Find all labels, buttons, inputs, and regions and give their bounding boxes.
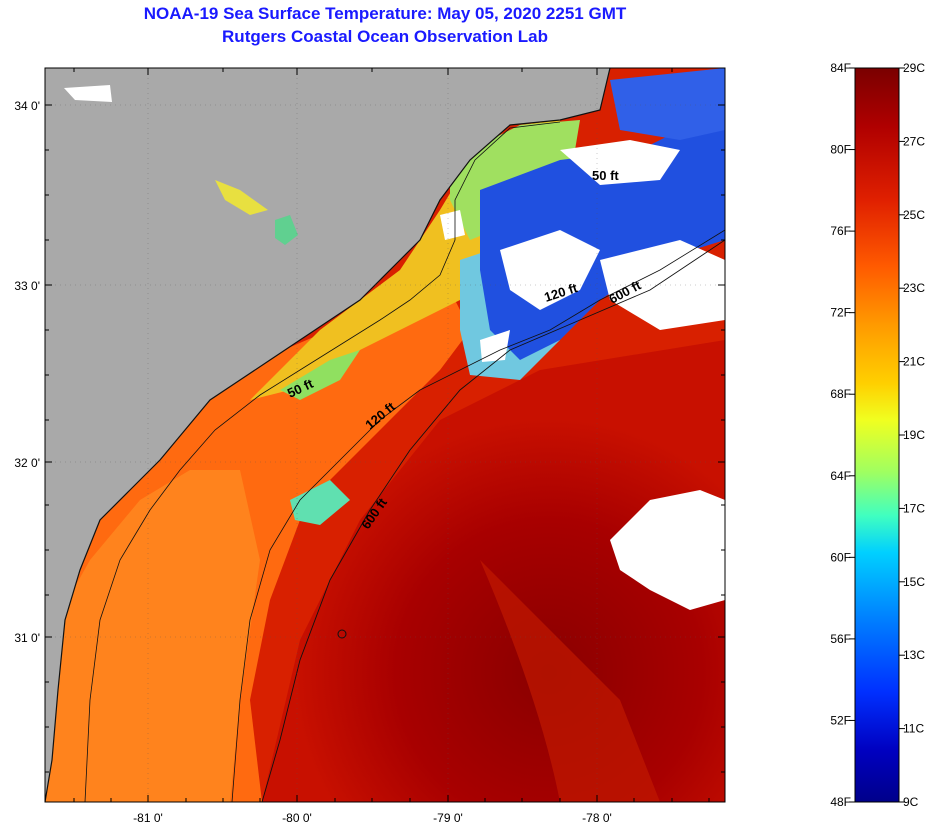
cool-patch-2: [290, 480, 350, 525]
colorbar-fahrenheit-labels: 84F 80F 76F 72F 68F 64F 60F 56F 52F 48F: [830, 61, 851, 809]
colorbar-f-label: 72F: [830, 306, 851, 320]
colorbar-c-label: 27C: [903, 134, 925, 148]
map-image: 50 ft 120 ft 600 ft 50 ft 120 ft 600 ft: [45, 68, 725, 802]
colorbar-f-label: 64F: [830, 469, 851, 483]
lon-label-78: -78 0': [582, 811, 612, 825]
colorbar-c-label: 29C: [903, 61, 925, 75]
colorbar-c-label: 11C: [903, 722, 924, 736]
colorbar: [854, 67, 900, 803]
lake-2: [215, 180, 268, 215]
cloud-3: [600, 240, 725, 330]
lat-label-33: 33 0': [14, 279, 40, 293]
map-title: NOAA-19 Sea Surface Temperature: May 05,…: [143, 4, 627, 23]
colorbar-f-label: 60F: [830, 550, 851, 564]
warm-filament: [480, 560, 660, 802]
cloud-6: [480, 330, 510, 362]
colorbar-c-label: 21C: [903, 355, 925, 369]
contour-50ft: [84, 121, 561, 802]
lake-3: [275, 215, 298, 245]
colorbar-c-label: 17C: [903, 501, 925, 515]
coastline: [45, 68, 611, 802]
contour-label-50ft-north: 50 ft: [592, 168, 619, 183]
land-mass: [45, 68, 610, 802]
colorbar-c-label: 23C: [903, 281, 925, 295]
lon-label-81: -81 0': [133, 811, 163, 825]
lon-label-80: -80 0': [282, 811, 312, 825]
buoy-marker: [337, 629, 347, 639]
colorbar-f-label: 52F: [830, 713, 851, 727]
cloud-1: [500, 230, 600, 310]
colorbar-f-label: 48F: [830, 795, 851, 809]
colorbar-c-label: 19C: [903, 428, 925, 442]
contour-120ft: [231, 229, 725, 802]
lake-1: [64, 85, 112, 102]
map-subtitle: Rutgers Coastal Ocean Observation Lab: [222, 27, 548, 46]
cloud-2: [560, 140, 680, 185]
colorbar-c-label: 25C: [903, 208, 925, 222]
contour-600ft: [261, 239, 725, 802]
cloud-4: [610, 490, 725, 610]
nearshore-water: [45, 470, 260, 802]
lon-label-79: -79 0': [433, 811, 463, 825]
colorbar-f-label: 56F: [830, 632, 851, 646]
colorbar-f-label: 68F: [830, 387, 851, 401]
lat-label-32: 32 0': [14, 456, 40, 470]
cool-patch-1: [280, 350, 360, 400]
colorbar-f-label: 80F: [830, 143, 851, 157]
colorbar-c-label: 9C: [903, 795, 919, 809]
colorbar-celsius-labels: 29C 27C 25C 23C 21C 19C 17C 15C 13C 11C 9C: [903, 61, 925, 809]
lat-label-34: 34 0': [14, 99, 40, 113]
colorbar-f-label: 76F: [830, 224, 851, 238]
graticule: [45, 68, 725, 802]
colorbar-f-label: 84F: [830, 61, 851, 75]
cloud-5: [440, 210, 465, 240]
axis-ticks: [45, 68, 725, 802]
colorbar-c-label: 13C: [903, 648, 925, 662]
gulf-stream-region: [262, 340, 725, 802]
colorbar-c-label: 15C: [903, 575, 925, 589]
map-frame: [44, 67, 726, 803]
cold-water-north: [610, 68, 725, 140]
lat-label-31: 31 0': [14, 631, 40, 645]
colorbar-ticks: [849, 67, 905, 803]
